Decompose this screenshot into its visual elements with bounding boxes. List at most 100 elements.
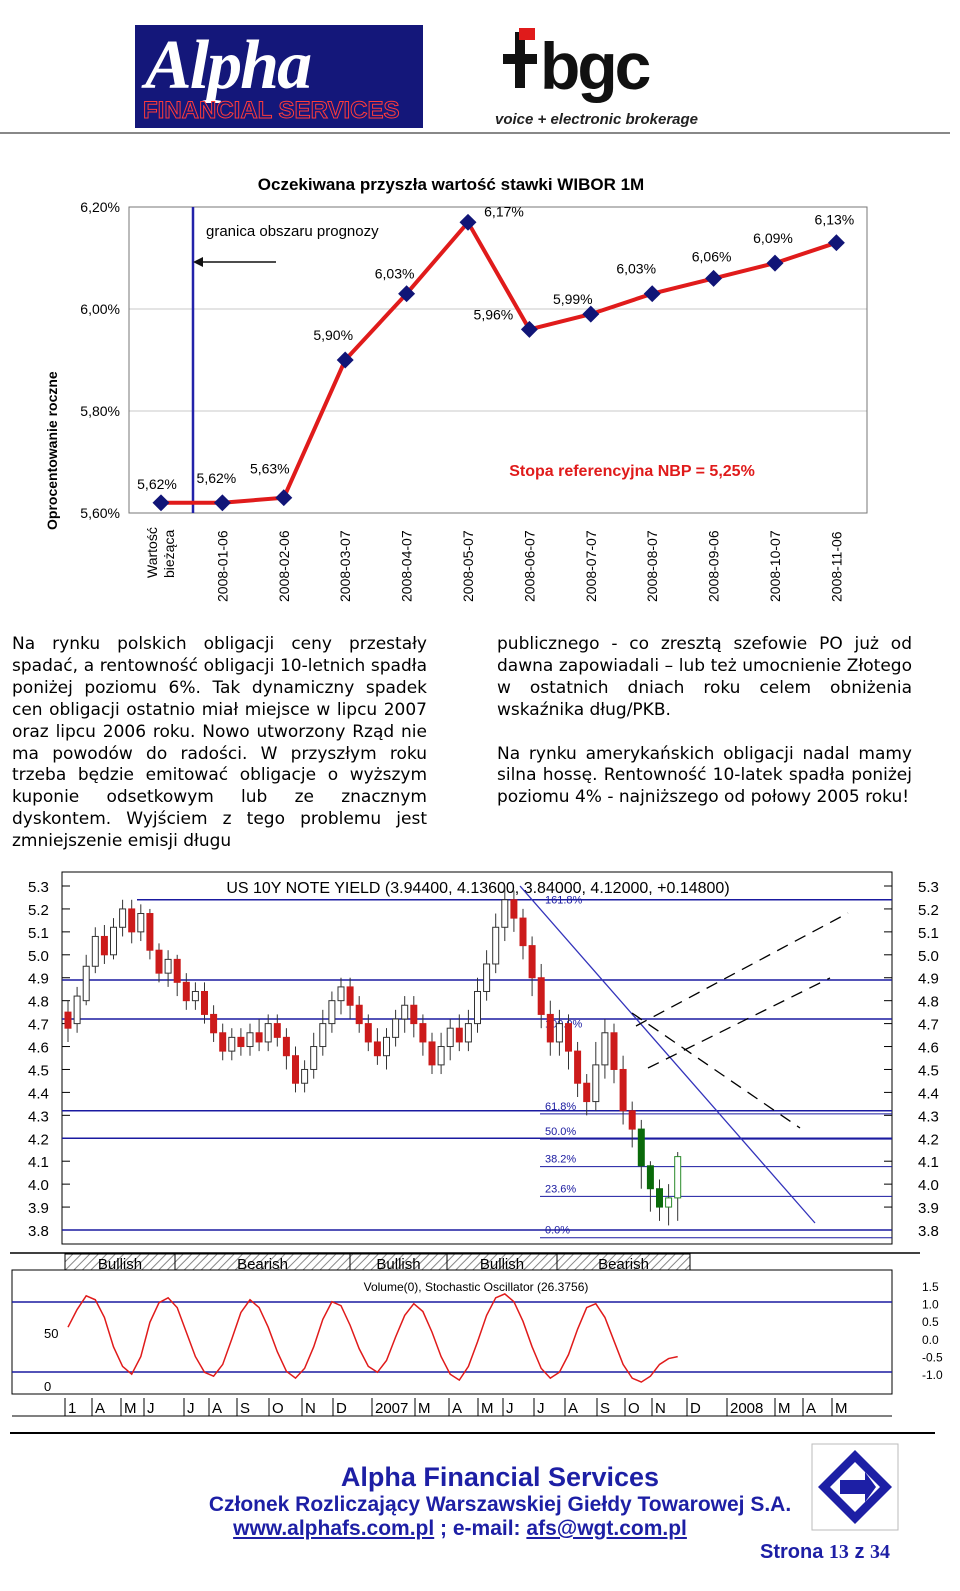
- candle-body: [464, 1023, 472, 1043]
- wibor-series-line: [161, 218, 838, 505]
- wibor-x-tick-label: 2008-06-07: [521, 530, 537, 602]
- page-indicator: Strona 13 z 34: [760, 1541, 890, 1564]
- website-link[interactable]: www.alphafs.com.pl: [233, 1517, 435, 1540]
- paragraph-us-bonds: Na rynku amerykańskich obligacji nadal m…: [497, 743, 912, 808]
- us10y-y-tick-left: 5.2: [28, 902, 49, 919]
- candle-body: [282, 1036, 290, 1057]
- text-column-left: Na rynku polskich obligacji ceny przesta…: [12, 634, 427, 875]
- us10y-y-tick-right: 4.2: [918, 1131, 939, 1148]
- us10y-title: US 10Y NOTE YIELD (3.94400, 4.13600, 3.8…: [226, 880, 729, 897]
- candle-body: [310, 1046, 318, 1070]
- us10y-y-tick-left: 4.2: [28, 1131, 49, 1148]
- sentiment-band-label: Bearish: [237, 1256, 288, 1273]
- downtrend-line: [519, 885, 816, 1224]
- month-label: N: [305, 1400, 316, 1417]
- channel-line-2: [635, 912, 849, 1027]
- candle-body: [319, 1023, 327, 1048]
- wibor-x-tick-label: 2008-07-07: [583, 530, 599, 602]
- month-label: S: [240, 1400, 250, 1417]
- channel-line-1: [631, 1012, 801, 1129]
- month-label: A: [452, 1400, 462, 1417]
- candle-body: [574, 1050, 582, 1084]
- wibor-data-point: [827, 234, 845, 252]
- us10y-y-tick-left: 4.8: [28, 994, 49, 1011]
- wibor-data-label: 5,96%: [474, 306, 514, 322]
- wibor-data-labels: 5,62% 5,62% 5,63% 5,90% 6,03% 6,17% 5,96% 5,99%…: [137, 203, 854, 491]
- us10y-y-tick-right: 4.8: [918, 994, 939, 1011]
- wibor-data-label: 6,03%: [375, 266, 415, 282]
- us10y-y-tick-right: 4.5: [918, 1062, 939, 1079]
- us10y-y-tick-left: 4.9: [28, 971, 49, 988]
- us10y-y-tick-right: 4.3: [918, 1108, 939, 1125]
- sentiment-band-label: Bullish: [480, 1256, 524, 1273]
- contact-separator: ; e-mail:: [434, 1517, 527, 1540]
- month-label: S: [600, 1400, 610, 1417]
- us10y-month-axis: 1 A M J J A S O N D 2007 M A M J J A S O N D 2008 M A M: [12, 1398, 892, 1417]
- candle-body: [555, 1023, 563, 1043]
- candle-body: [419, 1023, 427, 1043]
- candle-body: [82, 965, 90, 1002]
- us10y-y-tick-right: 4.7: [918, 1017, 939, 1034]
- wibor-x-tick-label: 2008-03-07: [337, 530, 353, 602]
- wibor-data-point: [152, 494, 170, 512]
- candle-body: [155, 949, 163, 974]
- us10y-y-tick-left: 5.1: [28, 925, 49, 942]
- candle-body: [228, 1036, 236, 1052]
- candle-body: [292, 1055, 299, 1084]
- candle-body: [191, 990, 199, 1002]
- oscillator-y-tick-right: 0.0: [922, 1333, 939, 1347]
- candle-body: [637, 1128, 645, 1167]
- svg-text:bieżąca: bieżąca: [161, 530, 177, 578]
- oscillator-title: Volume(0), Stochastic Oscillator (26.375…: [364, 1280, 589, 1294]
- candle-body: [246, 1032, 254, 1048]
- candle-body: [401, 1004, 409, 1020]
- candle-body: [519, 917, 527, 947]
- candle-body: [583, 1082, 591, 1103]
- wibor-y-ticks: 5,60% 5,80% 6,00% 6,20%: [80, 199, 120, 521]
- email-link[interactable]: afs@wgt.com.pl: [526, 1517, 687, 1540]
- candle-body: [510, 899, 518, 919]
- us10y-y-tick-left: 5.3: [28, 879, 49, 896]
- candle-body: [173, 958, 181, 983]
- footer-membership: Członek Rozliczający Warszawskiej Giełdy…: [208, 1493, 792, 1516]
- wibor-y-tick-label: 6,20%: [80, 199, 120, 215]
- wibor-data-label: 5,63%: [250, 461, 290, 477]
- candle-body: [373, 1041, 381, 1057]
- oscillator-y-tick-right: 1.0: [922, 1298, 939, 1312]
- sentiment-band-label: Bearish: [598, 1256, 649, 1273]
- month-label: M: [835, 1400, 848, 1417]
- candle-body: [128, 908, 136, 933]
- candle-body: [392, 1018, 400, 1038]
- us10y-price-panel: [61, 871, 893, 1245]
- paragraph-debt-continuation: publicznego - co zresztą szefowie PO już…: [497, 634, 912, 720]
- candle-body: [301, 1068, 309, 1084]
- candle-body: [146, 913, 154, 951]
- candle-body: [64, 1011, 72, 1029]
- us10y-y-tick-right: 3.8: [918, 1223, 939, 1240]
- candle-body: [337, 986, 345, 1002]
- candle-body: [346, 986, 354, 1006]
- candle-body: [364, 1023, 372, 1043]
- candle-body: [656, 1188, 663, 1208]
- alpha-financial-logo: Alpha FINANCIAL SERVICES: [135, 25, 423, 128]
- month-label: J: [506, 1400, 514, 1417]
- oscillator-y-tick-right: 1.5: [922, 1280, 939, 1294]
- us10y-y-tick-right: 5.3: [918, 879, 939, 896]
- candle-body: [565, 1023, 572, 1052]
- wibor-x-tick-label: 2008-08-07: [644, 530, 660, 602]
- us10y-candles: [64, 886, 682, 1226]
- wibor-data-point: [275, 489, 293, 507]
- us10y-y-tick-right: 4.9: [918, 971, 939, 988]
- candle-body: [528, 945, 536, 979]
- wibor-forecast-chart: Oczekiwana przyszła wartość stawki WIBOR…: [44, 175, 868, 602]
- footer-divider: [10, 1432, 935, 1434]
- month-label: A: [212, 1400, 222, 1417]
- alpha-logo-subtitle: FINANCIAL SERVICES: [143, 97, 401, 125]
- wibor-chart-title: Oczekiwana przyszła wartość stawki WIBOR…: [258, 175, 644, 194]
- month-label: J: [537, 1400, 545, 1417]
- us10y-y-tick-left: 3.8: [28, 1223, 49, 1240]
- bgc-logo-word: bgc: [540, 29, 651, 103]
- candle-body: [110, 926, 117, 956]
- us10y-y-tick-left: 4.3: [28, 1108, 49, 1125]
- us10y-y-tick-left: 4.7: [28, 1017, 49, 1034]
